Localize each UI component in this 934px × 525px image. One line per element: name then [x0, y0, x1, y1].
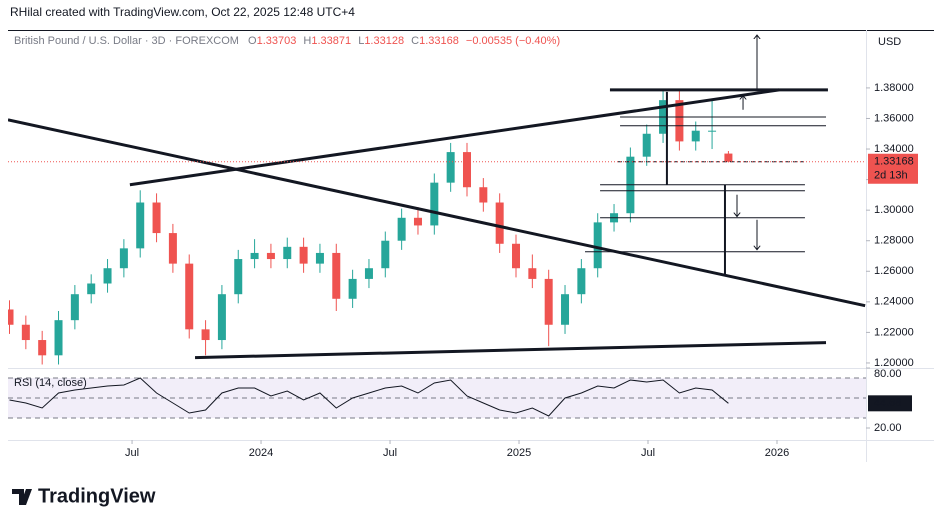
y-tick-label: 1.28000 [874, 235, 914, 247]
candle-body [348, 278, 357, 299]
trendline [195, 341, 827, 360]
x-tick-label: 2026 [765, 447, 789, 459]
candle-body [70, 294, 79, 321]
candle-body [544, 278, 553, 325]
legend: British Pound / U.S. Dollar · 3D · FOREX… [14, 35, 560, 47]
candle-body [299, 246, 308, 264]
ohlc-label: H [303, 35, 311, 47]
change: −0.00535 (−0.40%) [466, 35, 560, 47]
rsi-tick-label: 80.00 [874, 368, 902, 380]
candle-body [152, 202, 161, 234]
rsi-badge [868, 395, 912, 412]
rsi-line [9, 377, 729, 417]
logo: TradingView [38, 485, 156, 507]
y-tick-label: 1.36000 [874, 112, 914, 124]
y-tick-label: 1.24000 [874, 296, 914, 308]
candle-body [250, 252, 259, 260]
candle-body [119, 248, 128, 269]
candle-body [315, 252, 324, 264]
ohlc-label: O [248, 35, 257, 47]
candle-body [430, 182, 439, 226]
candle-body [283, 246, 292, 260]
candle-body [266, 252, 275, 260]
rsi-name: RSI (14, close) [14, 377, 87, 389]
price-badge-label: 1.33168 [874, 156, 914, 168]
x-tick-label: Jul [125, 447, 139, 459]
candle-body [54, 320, 63, 356]
x-tick-label: 2024 [249, 447, 273, 459]
candle-body [136, 202, 145, 249]
logo-icon [12, 489, 32, 505]
candle-body [381, 240, 390, 269]
price-badge [868, 153, 918, 184]
candle-body [577, 268, 586, 295]
candle-body [724, 153, 733, 162]
plot-area [8, 35, 866, 365]
x-tick-label: Jul [383, 447, 397, 459]
x-tick-label: 2025 [507, 447, 531, 459]
x-tick-label: Jul [641, 447, 655, 459]
candle-body [512, 243, 521, 269]
plot-layer: 1.20000 1.22000 1.24000 1.26000 1.28000 1.300… [8, 35, 918, 459]
currency: USD [878, 36, 901, 48]
candle-body [21, 324, 30, 341]
source: RHilal created with TradingView.com, Oct… [10, 5, 355, 19]
candle-body [38, 340, 47, 356]
y-tick-label: 1.34000 [874, 143, 914, 155]
candle-body [528, 268, 537, 279]
candle-body [332, 252, 341, 299]
candle-body [446, 152, 455, 183]
y-tick-label: 1.22000 [874, 326, 914, 338]
candle-body [103, 268, 112, 284]
y-tick-label: 1.38000 [874, 82, 914, 94]
candle-body [201, 329, 210, 341]
candle-body [364, 268, 373, 279]
trendline [8, 118, 866, 308]
candle-body [413, 217, 422, 226]
candle-body [234, 259, 243, 295]
symbol: British Pound / U.S. Dollar · 3D · FOREX… [14, 35, 239, 47]
ohlc-value: 1.33703 [257, 35, 297, 47]
candle-body [691, 130, 700, 142]
candle-body [462, 152, 471, 188]
ohlc-label: C [411, 35, 419, 47]
candle-body [217, 294, 226, 341]
countdown: 2d 13h [874, 170, 908, 182]
candle-body [185, 263, 194, 330]
candle-body [87, 283, 96, 295]
y-tick-label: 1.26000 [874, 265, 914, 277]
candle-body [561, 294, 570, 325]
y-tick-label: 1.30000 [874, 204, 914, 216]
candle-body [642, 133, 651, 157]
candle-body [168, 233, 177, 264]
ohlc-label: L [358, 35, 364, 47]
ohlc-value: 1.33128 [364, 35, 404, 47]
candle-body [593, 222, 602, 269]
ohlc-value: 1.33871 [311, 35, 351, 47]
candle-body [495, 202, 504, 244]
candle-body [675, 100, 684, 142]
y-tick-label: 1.20000 [874, 357, 914, 369]
candle-body [397, 217, 406, 241]
rsi-tick-label: 20.00 [874, 422, 902, 434]
rsi-badge-label: 44.68 [874, 397, 902, 409]
candle-body [479, 187, 488, 203]
candle-body [8, 309, 14, 325]
ohlc-value: 1.33168 [419, 35, 459, 47]
candle-body [708, 130, 717, 132]
